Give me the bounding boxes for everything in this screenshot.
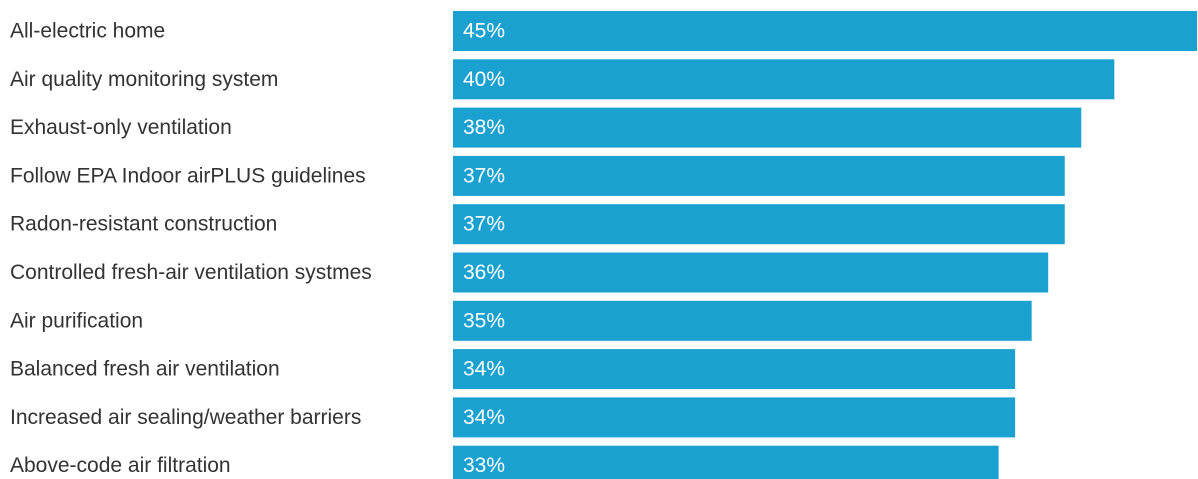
category-label: Air quality monitoring system [10,68,278,91]
bar [453,445,999,479]
category-label: Exhaust-only ventilation [10,116,232,139]
value-label: 34% [463,406,505,429]
bar-row: Controlled fresh-air ventilation systmes… [10,252,1049,293]
bar-row: Radon-resistant construction 37% [10,204,1065,245]
value-label: 38% [463,116,505,139]
value-label: 33% [463,454,505,477]
bar-row: Above-code air filtration 33% [10,445,999,479]
category-label: Increased air sealing/weather barriers [10,406,361,429]
bar [453,59,1115,100]
bars-group: All-electric home 45% Air quality monitori… [10,11,1197,479]
bar-row: Balanced fresh air ventilation 34% [10,349,1016,390]
bar-row: All-electric home 45% [10,11,1197,51]
bar [453,155,1065,196]
value-label: 40% [463,68,505,91]
bar-row: Air quality monitoring system 40% [10,59,1115,100]
category-label: Follow EPA Indoor airPLUS guidelines [10,164,366,187]
bar [453,300,1032,341]
value-label: 34% [463,358,505,381]
value-label: 35% [463,309,505,332]
category-label: Air purification [10,309,143,332]
bar-row: Exhaust-only ventilation 38% [10,107,1082,148]
bar-row: Air purification 35% [10,300,1032,341]
category-label: All-electric home [10,20,165,43]
bar [453,252,1049,293]
value-label: 36% [463,261,505,284]
category-label: Radon-resistant construction [10,213,277,236]
value-label: 45% [463,20,505,43]
category-label: Above-code air filtration [10,454,231,477]
bar [453,204,1065,245]
value-label: 37% [463,213,505,236]
value-label: 37% [463,164,505,187]
bar-row: Increased air sealing/weather barriers 34… [10,397,1016,438]
bar-row: Follow EPA Indoor airPLUS guidelines 37% [10,155,1065,196]
category-label: Balanced fresh air ventilation [10,358,280,381]
bar [453,349,1016,390]
bar [453,107,1082,148]
category-label: Controlled fresh-air ventilation systmes [10,261,372,284]
bar [453,397,1016,438]
bar [453,11,1197,51]
